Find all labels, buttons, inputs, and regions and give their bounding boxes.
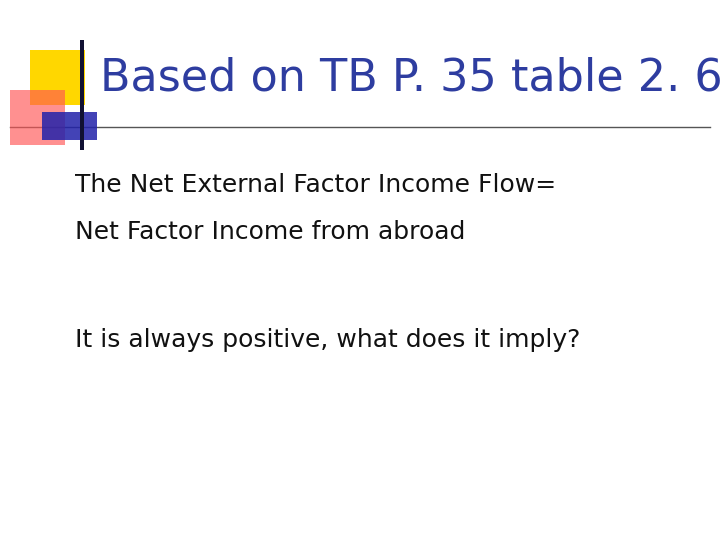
Bar <box>80 40 84 150</box>
Bar <box>30 50 85 105</box>
Text: Based on TB P. 35 table 2. 6: Based on TB P. 35 table 2. 6 <box>100 57 720 99</box>
Bar <box>10 90 65 145</box>
Bar <box>42 112 97 140</box>
Text: The Net External Factor Income Flow=: The Net External Factor Income Flow= <box>75 173 556 197</box>
Text: It is always positive, what does it imply?: It is always positive, what does it impl… <box>75 328 580 352</box>
Text: Net Factor Income from abroad: Net Factor Income from abroad <box>75 220 465 244</box>
